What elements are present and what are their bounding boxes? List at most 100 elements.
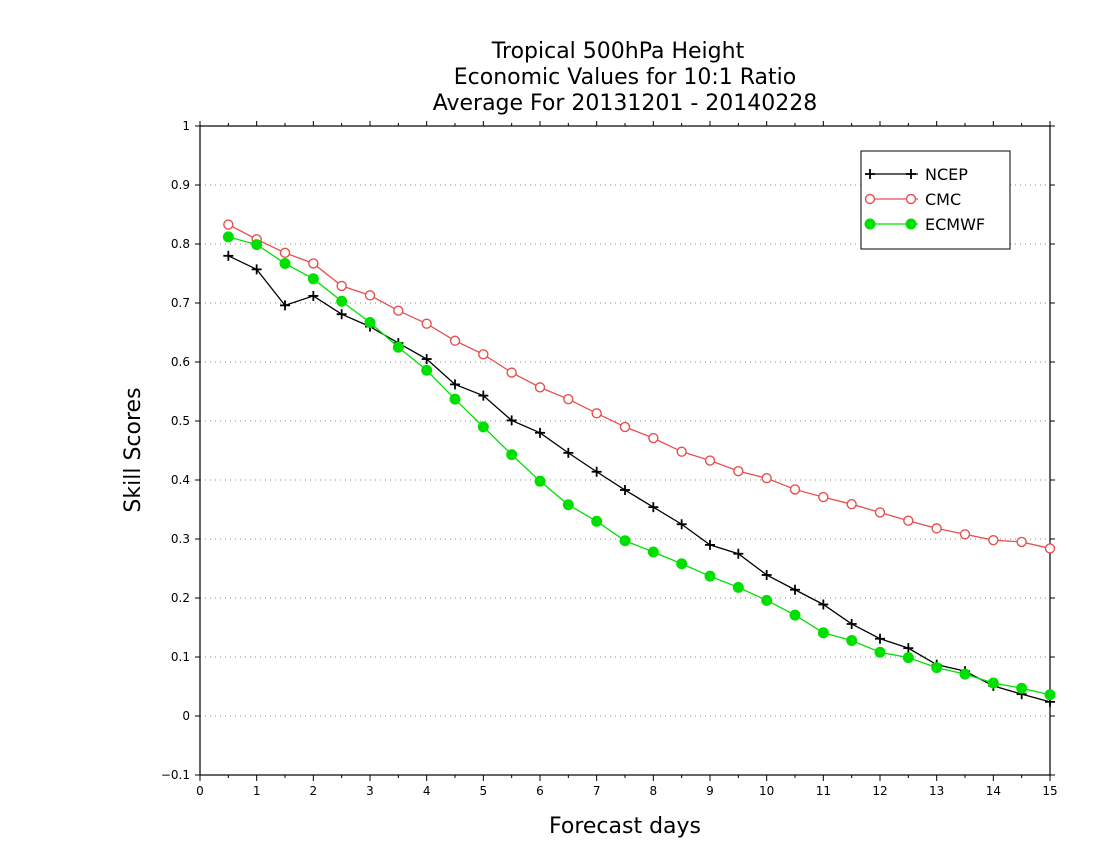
y-tick-label: 0.6: [171, 355, 190, 369]
legend-marker: [905, 193, 917, 205]
series-ncep-point: [875, 633, 885, 644]
series-ecmwf-point: [789, 609, 801, 621]
series-ncep-point: [790, 584, 800, 595]
series-cmc-point: [449, 335, 461, 346]
series-ncep-point: [223, 250, 234, 261]
series-ecmwf-point: [987, 677, 999, 689]
series-cmc-point: [818, 491, 829, 503]
series-cmc-point: [676, 446, 687, 457]
series-cmc-point: [336, 280, 347, 292]
series-ncep-point: [421, 354, 432, 365]
series-cmc-point: [591, 408, 602, 419]
legend-marker: [865, 169, 875, 179]
series-ecmwf-point: [874, 646, 886, 658]
series-ecmwf: [222, 231, 1056, 701]
series-ecmwf-point: [251, 239, 263, 251]
series-ncep-point: [620, 485, 630, 496]
legend-marker: [906, 169, 916, 179]
legend-label: ECMWF: [925, 215, 985, 234]
legend-label: NCEP: [925, 165, 968, 184]
x-tick-label: 4: [423, 784, 431, 798]
x-tick-label: 15: [1042, 784, 1057, 798]
series-cmc-point: [506, 367, 517, 378]
series-ecmwf-point: [392, 341, 404, 353]
series-ncep-point: [676, 519, 687, 530]
chart-title: Tropical 500hPa Height Economic Values f…: [433, 39, 818, 116]
series-ecmwf-point: [1044, 689, 1056, 701]
y-tick-label: −0.1: [161, 768, 190, 782]
y-tick-label: 0.4: [171, 473, 190, 487]
series-ncep-point: [535, 427, 545, 438]
series-ecmwf-point: [676, 558, 688, 570]
series-layer: [222, 219, 1056, 707]
series-cmc-point: [223, 219, 234, 230]
legend-item-ecmwf: ECMWF: [864, 215, 985, 234]
y-tick-label: 0.7: [171, 296, 190, 310]
series-ncep-point: [846, 618, 857, 629]
x-tick-label: 9: [706, 784, 714, 798]
series-ncep-point: [280, 300, 290, 311]
y-axis-label: Skill Scores: [121, 387, 146, 512]
chart-title-line-3: Average For 20131201 - 20140228: [433, 91, 818, 116]
series-cmc-point: [421, 318, 432, 329]
series-ecmwf-point: [817, 627, 829, 639]
series-ncep-point: [251, 264, 262, 275]
x-tick-label: 6: [536, 784, 544, 798]
series-cmc-point: [988, 534, 999, 546]
series-ncep-point: [733, 548, 744, 559]
series-ncep-point: [336, 309, 347, 320]
series-ecmwf-point: [846, 634, 858, 646]
chart-title-line-1: Tropical 500hPa Height: [491, 39, 745, 64]
y-tick-label: 0.1: [171, 650, 190, 664]
legend-box: [860, 150, 1011, 250]
series-ecmwf-point: [477, 421, 489, 433]
series-ecmwf-point: [732, 581, 744, 593]
legend-marker: [864, 193, 876, 205]
series-ncep-point: [450, 379, 460, 390]
legend: NCEP CMC ECMWF: [860, 150, 1011, 250]
series-cmc-point: [874, 507, 886, 518]
series-ecmwf-point: [959, 668, 971, 680]
series-cmc-point: [789, 484, 801, 495]
series-ecmwf-point: [647, 546, 659, 558]
series-cmc-point: [704, 455, 716, 466]
legend-label: CMC: [925, 190, 961, 209]
series-ncep-point: [591, 466, 602, 477]
series-cmc-point: [478, 349, 489, 360]
series-ecmwf-point: [761, 594, 773, 606]
series-cmc-point: [903, 515, 914, 526]
x-tick-label: 8: [650, 784, 658, 798]
x-tick-label: 0: [196, 784, 204, 798]
series-ecmwf-point: [222, 231, 234, 243]
series-ncep-point: [761, 569, 772, 580]
series-ecmwf-point: [534, 475, 546, 487]
series-cmc-point: [534, 382, 546, 393]
series-ecmwf-point: [619, 535, 631, 547]
series-ecmwf-line: [228, 236, 1051, 696]
series-ncep-line: [228, 255, 1051, 703]
series-cmc-point: [648, 432, 659, 444]
series-ecmwf-point: [591, 515, 603, 527]
series-cmc-point: [393, 305, 404, 316]
series-ecmwf-point: [279, 257, 291, 269]
series-ecmwf-point: [704, 570, 716, 582]
series-cmc-point: [846, 498, 857, 510]
series-ecmwf-point: [364, 316, 376, 328]
series-ncep-point: [818, 599, 829, 610]
series-cmc-point: [1044, 543, 1056, 554]
x-tick-label: 12: [872, 784, 887, 798]
series-ncep-point: [648, 502, 659, 513]
series-cmc-point: [364, 290, 376, 301]
y-tick-label: 0.9: [171, 178, 190, 192]
series-ecmwf-point: [421, 364, 433, 376]
legend-item-cmc: CMC: [864, 190, 961, 209]
series-cmc-point: [733, 465, 744, 477]
gridlines: [200, 184, 1050, 717]
x-axis-label: Forecast days: [549, 814, 701, 839]
x-tick-label: 2: [310, 784, 318, 798]
x-tick-label: 5: [480, 784, 488, 798]
x-tick-label: 7: [593, 784, 601, 798]
x-tick-label: 1: [253, 784, 261, 798]
y-tick-label: 0: [182, 709, 190, 723]
